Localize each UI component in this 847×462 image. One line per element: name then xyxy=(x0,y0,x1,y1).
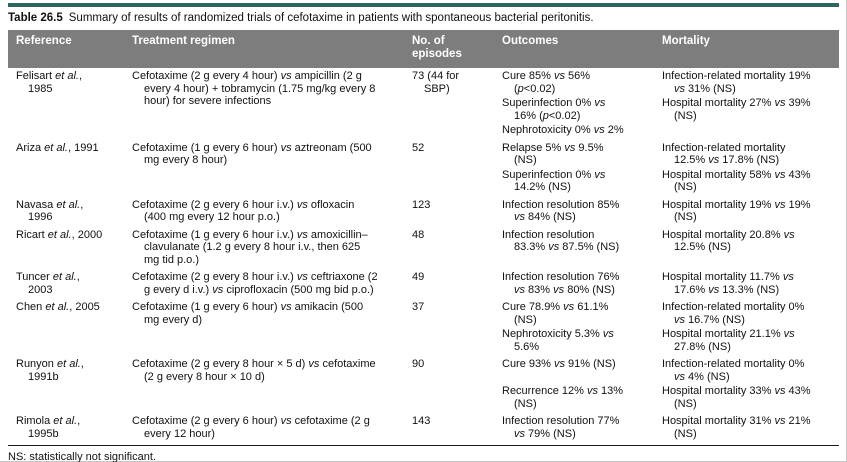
mortality-entry: Hospital mortality 31% vs 21% (NS) xyxy=(662,415,811,440)
table-row: Chen et al., 2005 Cefotaxime (1 g every 6… xyxy=(8,299,839,356)
outcome-mortality-pair: Relapse 5% vs 9.5% (NS) Infection-related… xyxy=(494,140,839,167)
episodes-cell: 52 xyxy=(412,141,425,154)
episodes-cell: 143 xyxy=(412,415,431,427)
episodes-cell: 90 xyxy=(412,358,425,370)
outcome-entry: Cure 85% vs 56% (p<0.02) xyxy=(502,70,591,95)
bottom-rule xyxy=(8,445,839,446)
reference-cell: Felisart et al., 1985 xyxy=(16,70,83,95)
mortality-entry: Hospital mortality 19% vs 19% (NS) xyxy=(662,198,811,224)
table-body: Felisart et al., 1985 Cefotaxime (2 g eve… xyxy=(8,68,839,443)
regimen-cell: Cefotaxime (2 g every 6 hour) vs cefotax… xyxy=(132,415,370,440)
mortality-entry: Hospital mortality 27% vs 39% (NS) xyxy=(662,97,811,122)
mortality-entry: Hospital mortality 58% vs 43% (NS) xyxy=(662,168,811,194)
outcome-entry: Cure 93% vs 91% (NS) xyxy=(502,358,616,370)
regimen-cell: Cefotaxime (1 g every 6 hour) vs amikaci… xyxy=(132,301,364,326)
table-row: Ricart et al., 2000 Cefotaxime (1 g every… xyxy=(8,227,839,270)
reference-cell: Ricart et al., 2000 xyxy=(16,228,103,241)
outcomes-mortality-group: Cure 78.9% vs 61.1% (NS) Infection-relate… xyxy=(494,299,839,353)
outcome-entry: Infection resolution 77% vs 79% (NS) xyxy=(502,415,620,440)
outcome-mortality-pair: Cure 85% vs 56% (p<0.02) Infection-relate… xyxy=(494,68,839,95)
outcomes-mortality-group: Infection resolution 83.3% vs 87.5% (NS)… xyxy=(494,227,839,267)
outcome-entry: Cure 78.9% vs 61.1% (NS) xyxy=(502,301,609,326)
outcome-mortality-pair: Superinfection 0% vs 14.2% (NS) Hospital … xyxy=(494,167,839,194)
mortality-entry: Infection-related mortality 19% vs 31% (… xyxy=(662,70,811,95)
table-number: Table 26.5 xyxy=(8,12,63,24)
reference-cell: Ariza et al., 1991 xyxy=(16,141,99,154)
col-header-treatment-regimen: Treatment regimen xyxy=(132,35,235,47)
table-caption: Table 26.5 Summary of results of randomiz… xyxy=(8,11,839,25)
col-header-mortality: Mortality xyxy=(662,35,710,47)
episodes-cell: 37 xyxy=(412,301,425,313)
mortality-entry: Hospital mortality 20.8% vs 12.5% (NS) xyxy=(662,228,795,254)
outcome-mortality-pair: Recurrence 12% vs 13% (NS) Hospital morta… xyxy=(494,383,839,410)
table-row: Runyon et al., 1991b Cefotaxime (2 g ever… xyxy=(8,356,839,413)
table-row: Tuncer et al., 2003 Cefotaxime (2 g every… xyxy=(8,269,839,299)
outcomes-mortality-group: Relapse 5% vs 9.5% (NS) Infection-related… xyxy=(494,140,839,194)
outcome-mortality-pair: Infection resolution 76% vs 83% vs 80% (… xyxy=(494,269,839,296)
outcome-entry: Nephrotoxicity 5.3% vs 5.6% xyxy=(502,328,614,353)
mortality-entry: Hospital mortality 21.1% vs 27.8% (NS) xyxy=(662,328,795,353)
outcome-mortality-pair: Cure 93% vs 91% (NS) Infection-related mo… xyxy=(494,356,839,383)
trials-table: Reference Treatment regimen No. of episo… xyxy=(8,30,839,443)
reference-cell: Runyon et al., 1991b xyxy=(16,358,84,383)
outcome-entry: Infection resolution 85% vs 84% (NS) xyxy=(502,198,620,224)
footnote: NS: statistically not significant. xyxy=(8,451,156,462)
table-row: Navasa et al., 1996 Cefotaxime (2 g every… xyxy=(8,197,839,227)
outcomes-mortality-group: Infection resolution 77% vs 79% (NS) Hosp… xyxy=(494,413,839,440)
outcome-entry: Nephrotoxicity 0% vs 2% xyxy=(502,124,624,136)
episodes-cell: 48 xyxy=(412,228,425,241)
regimen-cell: Cefotaxime (2 g every 4 hour) vs ampicil… xyxy=(132,70,376,107)
col-header-no-of-episodes: No. of episodes xyxy=(412,35,462,60)
outcome-entry: Recurrence 12% vs 13% (NS) xyxy=(502,385,624,410)
col-header-reference: Reference xyxy=(16,35,72,47)
table-row: Ariza et al., 1991 Cefotaxime (1 g every … xyxy=(8,140,839,197)
mortality-entry xyxy=(654,122,839,137)
episodes-cell: 73 (44 for SBP) xyxy=(412,70,460,95)
table-header-row: Reference Treatment regimen No. of episo… xyxy=(8,30,839,68)
episodes-cell: 123 xyxy=(412,198,431,211)
outcome-mortality-pair: Superinfection 0% vs 16% (p<0.02) Hospita… xyxy=(494,95,839,122)
episodes-cell: 49 xyxy=(412,271,425,283)
reference-cell: Tuncer et al., 2003 xyxy=(16,271,80,296)
outcomes-mortality-group: Infection resolution 85% vs 84% (NS) Hosp… xyxy=(494,197,839,224)
regimen-cell: Cefotaxime (2 g every 6 hour i.v.) vs of… xyxy=(132,198,355,224)
top-rule xyxy=(8,3,839,7)
reference-cell: Rimola et al., 1995b xyxy=(16,415,81,440)
mortality-entry: Infection-related mortality 0% vs 4% (NS… xyxy=(662,358,805,383)
outcome-mortality-pair: Infection resolution 83.3% vs 87.5% (NS)… xyxy=(494,227,839,254)
reference-cell: Navasa et al., 1996 xyxy=(16,198,84,224)
mortality-entry: Hospital mortality 11.7% vs 17.6% vs 13.… xyxy=(662,271,794,296)
outcome-mortality-pair: Nephrotoxicity 5.3% vs 5.6% Hospital mort… xyxy=(494,326,839,353)
outcomes-mortality-group: Infection resolution 76% vs 83% vs 80% (… xyxy=(494,269,839,296)
outcome-mortality-pair: Infection resolution 85% vs 84% (NS) Hosp… xyxy=(494,197,839,224)
outcomes-mortality-group: Cure 93% vs 91% (NS) Infection-related mo… xyxy=(494,356,839,410)
regimen-cell: Cefotaxime (2 g every 8 hour × 5 d) vs c… xyxy=(132,358,376,383)
outcome-entry: Infection resolution 76% vs 83% vs 80% (… xyxy=(502,271,620,296)
outcome-mortality-pair: Infection resolution 77% vs 79% (NS) Hosp… xyxy=(494,413,839,440)
outcome-entry: Superinfection 0% vs 16% (p<0.02) xyxy=(502,97,606,122)
regimen-cell: Cefotaxime (2 g every 8 hour i.v.) vs ce… xyxy=(132,271,378,296)
outcome-entry: Relapse 5% vs 9.5% (NS) xyxy=(502,141,604,167)
mortality-entry: Hospital mortality 33% vs 43% (NS) xyxy=(662,385,811,410)
col-header-outcomes: Outcomes xyxy=(502,35,559,47)
outcome-mortality-pair: Cure 78.9% vs 61.1% (NS) Infection-relate… xyxy=(494,299,839,326)
outcome-mortality-pair: Nephrotoxicity 0% vs 2% xyxy=(494,122,839,137)
outcomes-mortality-group: Cure 85% vs 56% (p<0.02) Infection-relate… xyxy=(494,68,839,137)
caption-text: Summary of results of randomized trials … xyxy=(68,12,594,24)
regimen-cell: Cefotaxime (1 g every 6 hour) vs aztreon… xyxy=(132,141,372,167)
table-row: Felisart et al., 1985 Cefotaxime (2 g eve… xyxy=(8,68,839,140)
regimen-cell: Cefotaxime (1 g every 6 hour i.v.) vs am… xyxy=(132,228,368,266)
reference-cell: Chen et al., 2005 xyxy=(16,301,100,313)
outcome-entry: Infection resolution 83.3% vs 87.5% (NS) xyxy=(502,228,620,254)
mortality-entry: Infection-related mortality 0% vs 16.7% … xyxy=(662,301,805,326)
outcome-entry: Superinfection 0% vs 14.2% (NS) xyxy=(502,168,606,194)
table-row: Rimola et al., 1995b Cefotaxime (2 g ever… xyxy=(8,413,839,443)
mortality-entry: Infection-related mortality 12.5% vs 17.… xyxy=(662,141,786,167)
